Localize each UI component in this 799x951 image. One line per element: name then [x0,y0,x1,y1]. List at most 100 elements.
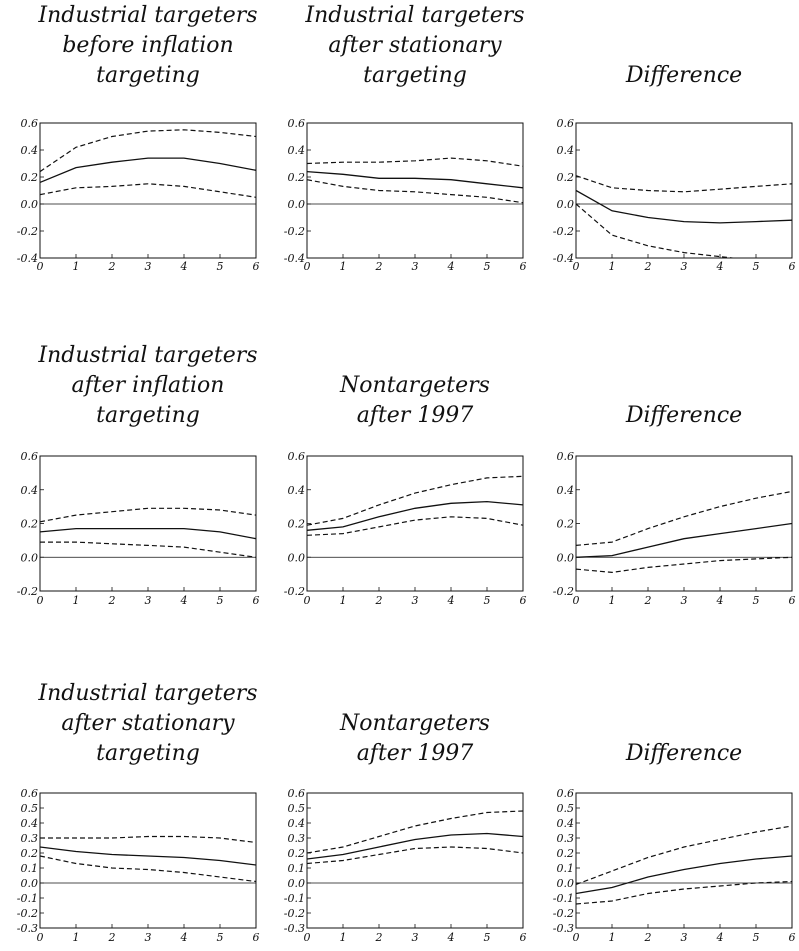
x-tick-label: 2 [644,594,652,607]
x-tick-label: 6 [253,594,260,607]
y-tick-label: 0.3 [288,832,306,845]
y-tick-label: 0.2 [21,171,39,184]
x-tick-label: 1 [340,594,347,607]
x-tick-label: 0 [37,260,44,273]
y-tick-label: -0.2 [17,585,38,598]
x-tick-label: 2 [644,260,652,273]
series-line-estimate [576,522,792,558]
x-tick-label: 5 [753,260,760,273]
x-tick-label: 4 [447,594,455,607]
y-tick-label: 0.0 [288,198,306,211]
panel-title-line: targeting [363,63,467,88]
x-tick-label: 1 [340,931,347,944]
x-tick-label: 3 [412,931,419,944]
y-tick-label: -0.1 [284,892,305,905]
x-tick-label: 0 [573,260,580,273]
y-tick-label: 0.2 [288,171,306,184]
series-line-lower [576,203,738,258]
y-tick-label: 0.4 [557,144,575,157]
y-tick-label: 0.6 [288,450,306,463]
x-tick-label: 1 [73,594,80,607]
panel-title-line: after 1997 [357,741,474,766]
x-tick-label: 3 [145,594,152,607]
x-tick-label: 0 [304,931,311,944]
x-tick-label: 0 [37,931,44,944]
x-tick-label: 5 [217,260,224,273]
series-line-estimate [576,189,792,224]
x-tick-label: 1 [609,594,616,607]
y-tick-label: 0.4 [21,144,39,157]
x-tick-label: 1 [609,260,616,273]
y-tick-label: 0.6 [21,450,39,463]
y-tick-label: -0.4 [17,252,38,265]
panel-8: Nontargeters after 1997 0.6 0.5 0.4 0.3 0.2 0.1… [284,711,527,944]
series-line-estimate [576,855,792,895]
y-tick-label: 0.0 [557,551,575,564]
plot-frame [575,455,793,592]
y-tick-label: 0.0 [557,198,575,211]
y-tick-label: 0.4 [288,817,306,830]
plot-frame [39,455,257,592]
x-tick-label: 6 [520,594,527,607]
y-tick-label: -0.3 [553,922,574,935]
series-line-lower [576,556,792,574]
y-tick-label: -0.2 [17,225,38,238]
y-tick-label: 0.4 [557,484,575,497]
x-tick-label: 2 [375,931,383,944]
series-line-upper [307,475,523,526]
x-tick-label: 4 [716,260,724,273]
series-line-upper [576,490,792,546]
x-tick-label: 4 [716,931,724,944]
y-tick-label: 0.0 [21,877,39,890]
y-tick-label: 0.3 [21,832,39,845]
panel-title-line: Industrial targeters [304,3,524,28]
x-tick-label: 6 [253,260,260,273]
x-tick-label: 5 [217,931,224,944]
series-line-estimate [307,832,523,860]
y-tick-label: 0.6 [288,787,306,800]
y-tick-label: 0.2 [21,847,39,860]
series-line-lower [307,516,523,536]
series-line-upper [307,810,523,854]
x-tick-label: 5 [217,594,224,607]
x-tick-label: 2 [375,594,383,607]
panel-7: Industrial targeters after stationary targ… [17,681,260,944]
plot-frame [575,792,793,929]
x-tick-label: 3 [412,260,419,273]
y-tick-label: -0.2 [553,907,574,920]
x-tick-label: 0 [37,594,44,607]
x-tick-label: 1 [73,260,80,273]
y-tick-label: 0.5 [21,802,39,815]
y-tick-label: 0.6 [21,117,39,130]
x-tick-label: 5 [753,594,760,607]
panel-4: Industrial targeters after inflation targe… [17,343,260,607]
y-tick-label: 0.4 [21,484,39,497]
series-line-estimate [307,500,523,531]
y-tick-label: 0.0 [21,551,39,564]
x-tick-label: 3 [681,260,688,273]
x-tick-label: 3 [412,594,419,607]
y-tick-label: 0.2 [557,847,575,860]
series-line-estimate [40,527,256,540]
panel-title-line: Nontargeters [339,373,490,398]
x-tick-label: 3 [681,931,688,944]
series-line-estimate [307,170,523,189]
x-tick-label: 5 [484,260,491,273]
y-tick-label: 0.6 [288,117,306,130]
x-tick-label: 2 [108,594,116,607]
y-tick-label: 0.1 [21,862,39,875]
y-tick-label: 0.0 [288,877,306,890]
series-line-upper [576,825,792,886]
y-tick-label: 0.6 [21,787,39,800]
y-tick-label: -0.4 [553,252,574,265]
x-tick-label: 4 [180,594,188,607]
panel-3: Difference 0.6 0.4 0.2 0.0 -0.2 -0.40 1 2 3 4 5 6 [553,63,796,273]
x-tick-label: 3 [681,594,688,607]
panel-5: Nontargeters after 1997 0.6 0.4 0.2 0.0 -0.20 1… [284,373,527,607]
y-tick-label: -0.3 [284,922,305,935]
x-tick-label: 0 [304,260,311,273]
y-tick-label: 0.4 [21,817,39,830]
panel-title-line: Industrial targeters [37,3,257,28]
y-tick-label: 0.5 [557,802,575,815]
x-tick-label: 1 [73,931,80,944]
